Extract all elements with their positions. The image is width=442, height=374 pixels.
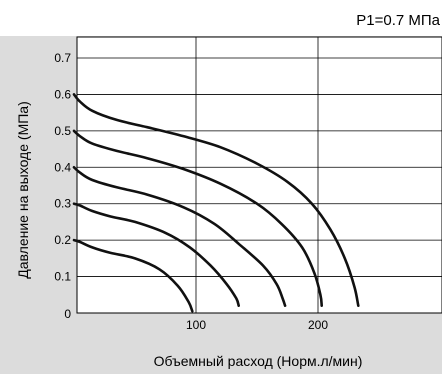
flow-curve-2	[72, 129, 323, 307]
pressure-annotation: P1=0.7 МПa	[356, 12, 440, 29]
x-axis-label: Объемный расход (Норм.л/мин)	[154, 353, 363, 369]
flow-curve-3	[72, 166, 287, 307]
x-tick-label: 200	[308, 318, 328, 332]
y-tick-label: 0.4	[54, 160, 71, 174]
x-tick-label: 100	[186, 318, 206, 332]
grid-layer	[77, 37, 442, 313]
y-tick-label: 0.1	[54, 270, 71, 284]
flow-curve-1	[72, 93, 360, 307]
y-tick-label: 0.2	[54, 233, 71, 247]
flow-curve-5	[72, 238, 194, 313]
y-tick-label: 0.6	[54, 87, 71, 101]
y-tick-label: 0.3	[54, 197, 71, 211]
flow-curve-4	[72, 202, 240, 307]
y-axis-label: Давление на выходе (МПa)	[15, 101, 31, 278]
plot-area	[76, 36, 442, 314]
origin-label: 0	[64, 307, 71, 321]
tick-layer: 0.1 0.2 0.3 0.4 0.5 0.6 0.7 100 200 0	[54, 51, 328, 332]
y-tick-label: 0.7	[54, 51, 71, 65]
y-tick-label: 0.5	[54, 124, 71, 138]
curve-layer	[72, 93, 360, 313]
